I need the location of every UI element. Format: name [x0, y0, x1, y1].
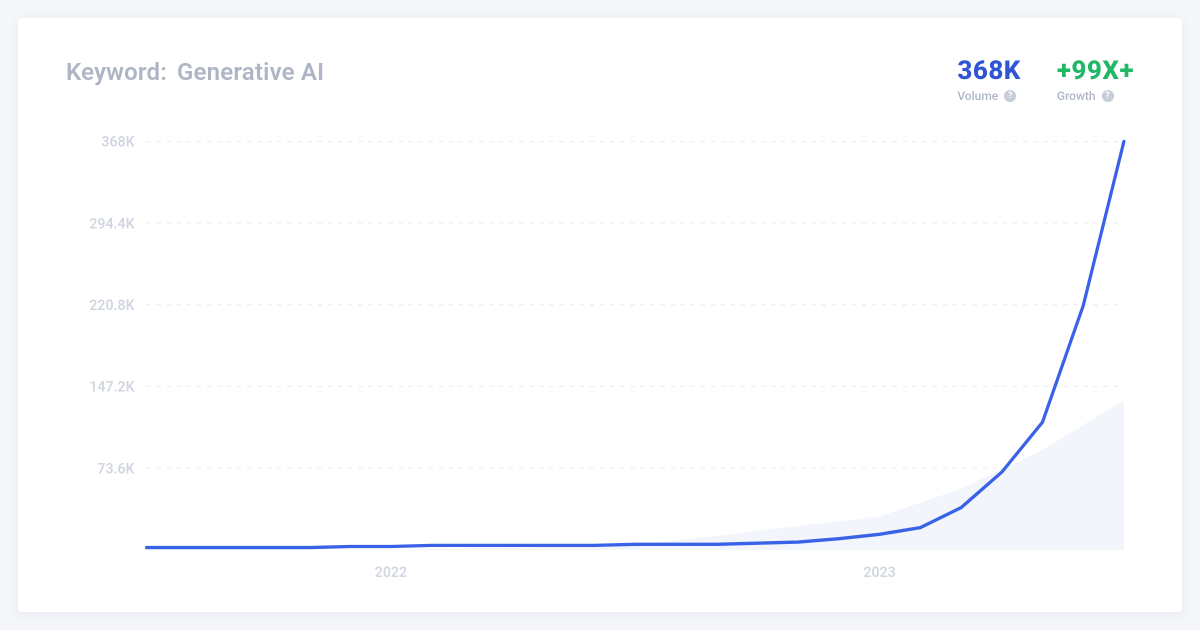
stat-growth-label: Growth: [1057, 89, 1096, 103]
svg-text:147.2K: 147.2K: [89, 379, 135, 396]
svg-text:220.8K: 220.8K: [89, 297, 135, 314]
help-icon[interactable]: ?: [1004, 90, 1016, 102]
svg-text:368K: 368K: [101, 134, 135, 151]
title-row: Keyword: Generative AI: [66, 58, 324, 86]
stat-growth-label-row: Growth ?: [1057, 89, 1114, 103]
trend-chart: 73.6K 147.2K 220.8K 294.4K 368K 2022 2023: [66, 131, 1134, 592]
stat-volume-label-row: Volume ?: [957, 89, 1016, 103]
help-icon[interactable]: ?: [1102, 90, 1114, 102]
svg-text:2023: 2023: [863, 564, 895, 581]
card-header: Keyword: Generative AI 368K Volume ? +99…: [66, 58, 1134, 103]
stat-volume-label: Volume: [957, 89, 998, 103]
stat-volume-value: 368K: [957, 58, 1021, 85]
svg-text:73.6K: 73.6K: [97, 460, 135, 477]
title-label: Keyword:: [66, 58, 167, 86]
stat-volume: 368K Volume ?: [957, 58, 1021, 103]
stat-growth: +99X+ Growth ?: [1057, 58, 1134, 103]
stat-growth-value: +99X+: [1057, 58, 1134, 85]
svg-text:2022: 2022: [375, 564, 407, 581]
chart-container: 73.6K 147.2K 220.8K 294.4K 368K 2022 2023: [66, 131, 1134, 592]
stats-group: 368K Volume ? +99X+ Growth ?: [957, 58, 1134, 103]
keyword-name: Generative AI: [177, 58, 324, 86]
chart-card: Keyword: Generative AI 368K Volume ? +99…: [18, 18, 1182, 612]
page-canvas: Keyword: Generative AI 368K Volume ? +99…: [0, 0, 1200, 630]
svg-text:294.4K: 294.4K: [89, 215, 135, 232]
